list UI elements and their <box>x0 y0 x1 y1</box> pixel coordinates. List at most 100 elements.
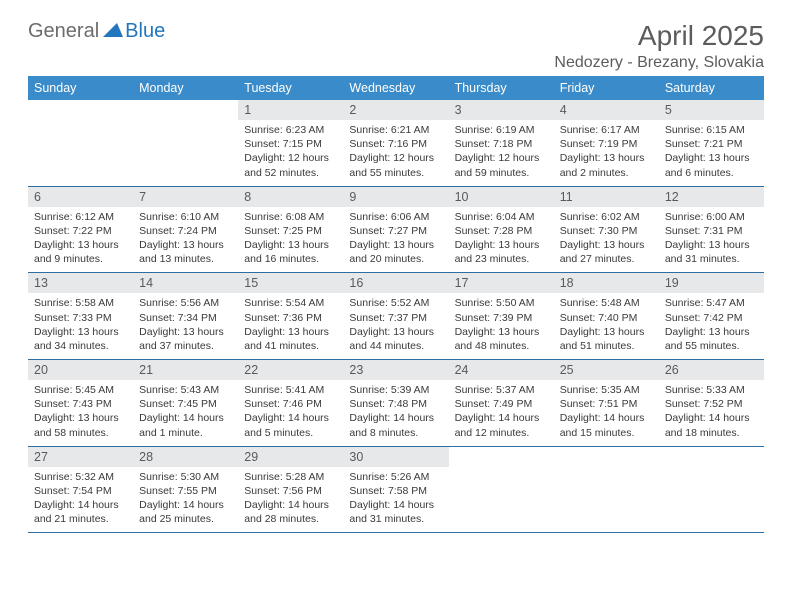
day-daylight: Daylight: 14 hours and 8 minutes. <box>349 411 442 439</box>
day-daylight: Daylight: 13 hours and 34 minutes. <box>34 325 127 353</box>
day-data: Sunrise: 5:43 AMSunset: 7:45 PMDaylight:… <box>133 380 238 446</box>
day-data: Sunrise: 6:21 AMSunset: 7:16 PMDaylight:… <box>343 120 448 186</box>
day-number: 21 <box>133 360 238 380</box>
day-sunrise: Sunrise: 5:43 AM <box>139 383 232 397</box>
day-sunrise: Sunrise: 5:30 AM <box>139 470 232 484</box>
day-daylight: Daylight: 13 hours and 20 minutes. <box>349 238 442 266</box>
day-sunset: Sunset: 7:58 PM <box>349 484 442 498</box>
calendar-day-cell: 11Sunrise: 6:02 AMSunset: 7:30 PMDayligh… <box>554 186 659 273</box>
day-data: Sunrise: 5:28 AMSunset: 7:56 PMDaylight:… <box>238 467 343 533</box>
day-sunset: Sunset: 7:22 PM <box>34 224 127 238</box>
day-header-row: Sunday Monday Tuesday Wednesday Thursday… <box>28 76 764 100</box>
day-number: 3 <box>449 100 554 120</box>
day-daylight: Daylight: 14 hours and 15 minutes. <box>560 411 653 439</box>
calendar-day-cell: 5Sunrise: 6:15 AMSunset: 7:21 PMDaylight… <box>659 100 764 186</box>
calendar-week-row: 13Sunrise: 5:58 AMSunset: 7:33 PMDayligh… <box>28 273 764 360</box>
calendar-day-cell: 17Sunrise: 5:50 AMSunset: 7:39 PMDayligh… <box>449 273 554 360</box>
calendar-day-cell <box>659 446 764 533</box>
calendar-day-cell <box>449 446 554 533</box>
day-header: Thursday <box>449 76 554 100</box>
day-number: 5 <box>659 100 764 120</box>
day-daylight: Daylight: 13 hours and 41 minutes. <box>244 325 337 353</box>
day-sunrise: Sunrise: 6:17 AM <box>560 123 653 137</box>
day-number: 28 <box>133 447 238 467</box>
day-sunrise: Sunrise: 5:33 AM <box>665 383 758 397</box>
calendar-day-cell: 25Sunrise: 5:35 AMSunset: 7:51 PMDayligh… <box>554 360 659 447</box>
day-sunset: Sunset: 7:21 PM <box>665 137 758 151</box>
day-daylight: Daylight: 14 hours and 21 minutes. <box>34 498 127 526</box>
location-label: Nedozery - Brezany, Slovakia <box>554 54 764 72</box>
day-number: 18 <box>554 273 659 293</box>
calendar-day-cell: 26Sunrise: 5:33 AMSunset: 7:52 PMDayligh… <box>659 360 764 447</box>
day-data: Sunrise: 5:26 AMSunset: 7:58 PMDaylight:… <box>343 467 448 533</box>
calendar-day-cell: 24Sunrise: 5:37 AMSunset: 7:49 PMDayligh… <box>449 360 554 447</box>
day-header: Monday <box>133 76 238 100</box>
calendar-day-cell: 6Sunrise: 6:12 AMSunset: 7:22 PMDaylight… <box>28 186 133 273</box>
day-data: Sunrise: 5:37 AMSunset: 7:49 PMDaylight:… <box>449 380 554 446</box>
day-daylight: Daylight: 13 hours and 37 minutes. <box>139 325 232 353</box>
day-sunset: Sunset: 7:24 PM <box>139 224 232 238</box>
day-sunset: Sunset: 7:16 PM <box>349 137 442 151</box>
calendar-day-cell: 7Sunrise: 6:10 AMSunset: 7:24 PMDaylight… <box>133 186 238 273</box>
day-daylight: Daylight: 14 hours and 25 minutes. <box>139 498 232 526</box>
calendar-day-cell <box>28 100 133 186</box>
day-daylight: Daylight: 13 hours and 2 minutes. <box>560 151 653 179</box>
day-sunset: Sunset: 7:19 PM <box>560 137 653 151</box>
day-daylight: Daylight: 12 hours and 59 minutes. <box>455 151 548 179</box>
calendar-day-cell: 20Sunrise: 5:45 AMSunset: 7:43 PMDayligh… <box>28 360 133 447</box>
day-sunrise: Sunrise: 6:23 AM <box>244 123 337 137</box>
day-daylight: Daylight: 14 hours and 18 minutes. <box>665 411 758 439</box>
calendar-day-cell <box>554 446 659 533</box>
day-sunset: Sunset: 7:52 PM <box>665 397 758 411</box>
day-sunrise: Sunrise: 5:26 AM <box>349 470 442 484</box>
day-data: Sunrise: 5:47 AMSunset: 7:42 PMDaylight:… <box>659 293 764 359</box>
day-data: Sunrise: 5:52 AMSunset: 7:37 PMDaylight:… <box>343 293 448 359</box>
day-daylight: Daylight: 14 hours and 28 minutes. <box>244 498 337 526</box>
logo: General Blue <box>28 20 165 43</box>
calendar-day-cell: 10Sunrise: 6:04 AMSunset: 7:28 PMDayligh… <box>449 186 554 273</box>
day-data: Sunrise: 6:17 AMSunset: 7:19 PMDaylight:… <box>554 120 659 186</box>
day-number: 25 <box>554 360 659 380</box>
day-number: 20 <box>28 360 133 380</box>
calendar-day-cell: 4Sunrise: 6:17 AMSunset: 7:19 PMDaylight… <box>554 100 659 186</box>
day-daylight: Daylight: 12 hours and 52 minutes. <box>244 151 337 179</box>
day-sunset: Sunset: 7:51 PM <box>560 397 653 411</box>
day-daylight: Daylight: 14 hours and 5 minutes. <box>244 411 337 439</box>
calendar-day-cell: 8Sunrise: 6:08 AMSunset: 7:25 PMDaylight… <box>238 186 343 273</box>
calendar-week-row: 20Sunrise: 5:45 AMSunset: 7:43 PMDayligh… <box>28 360 764 447</box>
calendar-day-cell: 29Sunrise: 5:28 AMSunset: 7:56 PMDayligh… <box>238 446 343 533</box>
day-header: Saturday <box>659 76 764 100</box>
day-data: Sunrise: 6:12 AMSunset: 7:22 PMDaylight:… <box>28 207 133 273</box>
calendar-day-cell: 3Sunrise: 6:19 AMSunset: 7:18 PMDaylight… <box>449 100 554 186</box>
day-number: 1 <box>238 100 343 120</box>
calendar-day-cell: 27Sunrise: 5:32 AMSunset: 7:54 PMDayligh… <box>28 446 133 533</box>
day-number: 30 <box>343 447 448 467</box>
calendar-day-cell: 13Sunrise: 5:58 AMSunset: 7:33 PMDayligh… <box>28 273 133 360</box>
day-sunset: Sunset: 7:36 PM <box>244 311 337 325</box>
day-number: 15 <box>238 273 343 293</box>
day-sunrise: Sunrise: 6:08 AM <box>244 210 337 224</box>
day-sunset: Sunset: 7:46 PM <box>244 397 337 411</box>
day-sunrise: Sunrise: 6:12 AM <box>34 210 127 224</box>
day-sunrise: Sunrise: 6:06 AM <box>349 210 442 224</box>
day-data: Sunrise: 5:35 AMSunset: 7:51 PMDaylight:… <box>554 380 659 446</box>
day-sunset: Sunset: 7:43 PM <box>34 397 127 411</box>
day-sunrise: Sunrise: 6:10 AM <box>139 210 232 224</box>
day-sunrise: Sunrise: 6:21 AM <box>349 123 442 137</box>
calendar-week-row: 1Sunrise: 6:23 AMSunset: 7:15 PMDaylight… <box>28 100 764 186</box>
day-data: Sunrise: 6:06 AMSunset: 7:27 PMDaylight:… <box>343 207 448 273</box>
day-number: 16 <box>343 273 448 293</box>
calendar-day-cell: 1Sunrise: 6:23 AMSunset: 7:15 PMDaylight… <box>238 100 343 186</box>
day-sunrise: Sunrise: 6:04 AM <box>455 210 548 224</box>
calendar-day-cell: 23Sunrise: 5:39 AMSunset: 7:48 PMDayligh… <box>343 360 448 447</box>
day-data: Sunrise: 6:00 AMSunset: 7:31 PMDaylight:… <box>659 207 764 273</box>
calendar-day-cell: 21Sunrise: 5:43 AMSunset: 7:45 PMDayligh… <box>133 360 238 447</box>
day-number: 24 <box>449 360 554 380</box>
calendar-day-cell: 2Sunrise: 6:21 AMSunset: 7:16 PMDaylight… <box>343 100 448 186</box>
day-number: 23 <box>343 360 448 380</box>
day-sunrise: Sunrise: 5:56 AM <box>139 296 232 310</box>
day-daylight: Daylight: 13 hours and 44 minutes. <box>349 325 442 353</box>
day-data: Sunrise: 6:19 AMSunset: 7:18 PMDaylight:… <box>449 120 554 186</box>
calendar-day-cell <box>133 100 238 186</box>
day-daylight: Daylight: 13 hours and 48 minutes. <box>455 325 548 353</box>
